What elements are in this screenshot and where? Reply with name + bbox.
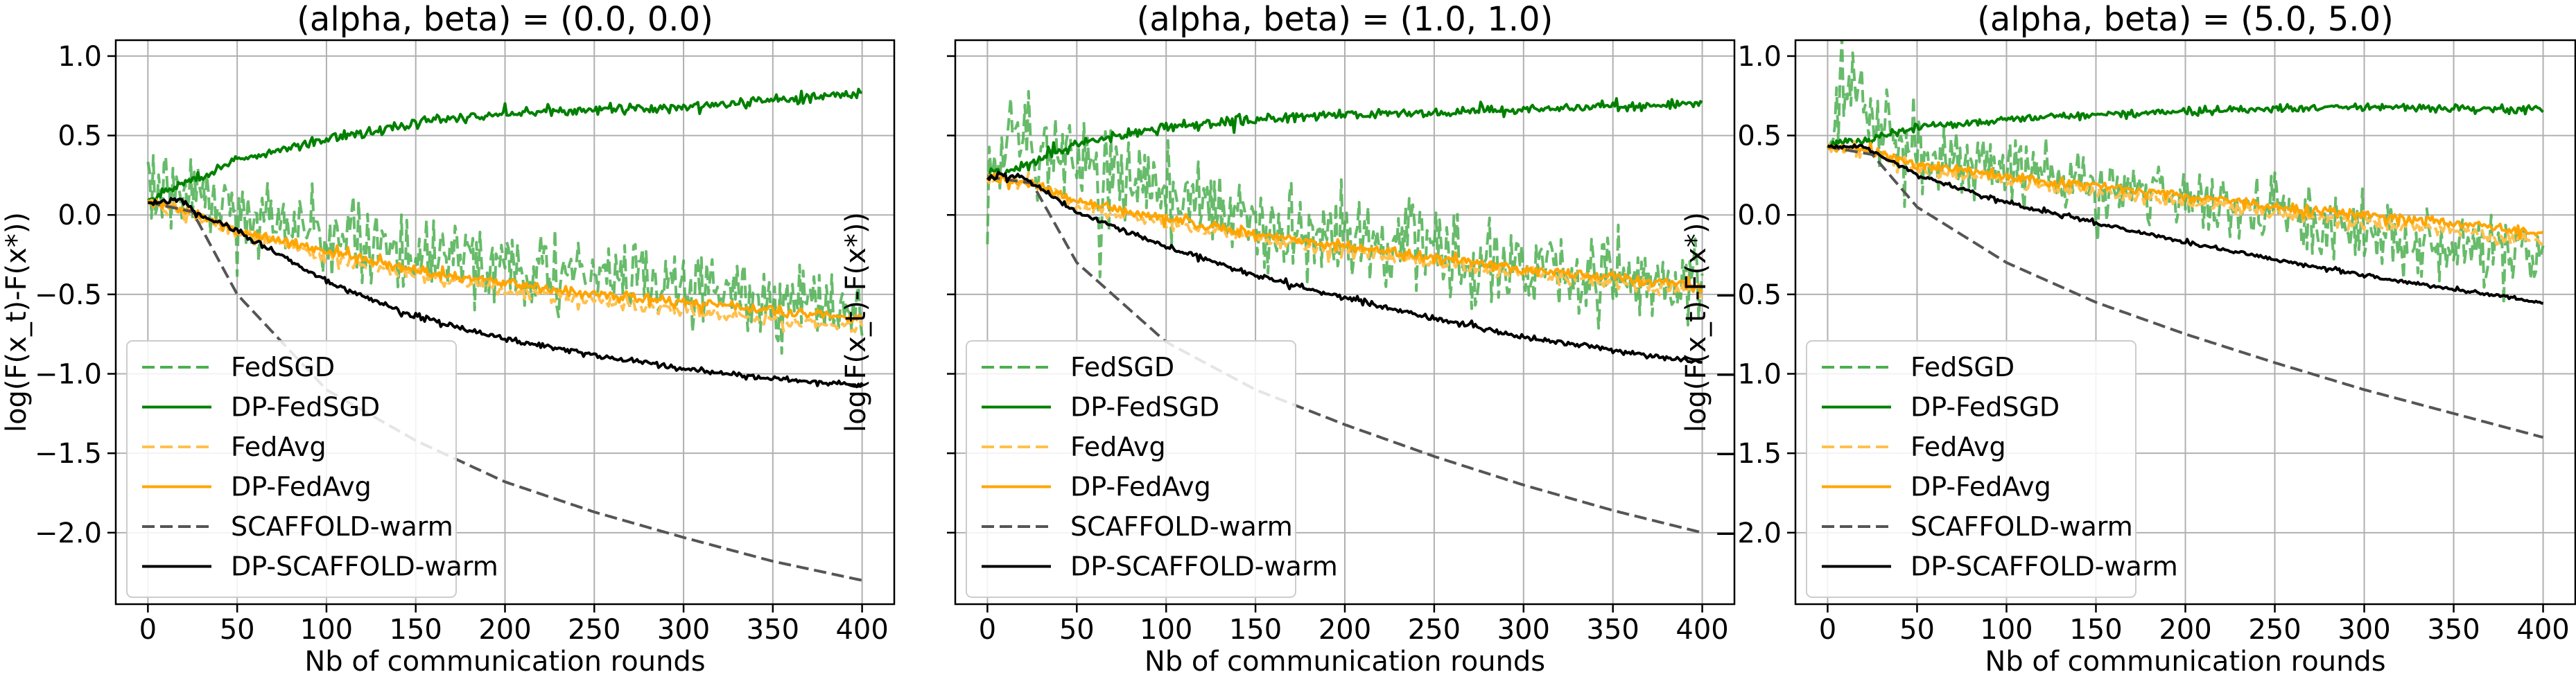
y-tick-label: −0.5 — [1714, 279, 1782, 311]
panel-title: (alpha, beta) = (5.0, 5.0) — [1977, 0, 2394, 39]
x-tick-label: 150 — [390, 614, 442, 646]
x-axis-label: Nb of communication rounds — [1145, 646, 1545, 678]
series-line-dp-fedsgd — [1826, 102, 2544, 150]
y-tick-label: 0.5 — [58, 121, 102, 152]
series-line-fedavg — [986, 171, 1703, 299]
legend-box — [966, 340, 1296, 598]
series-line-dp-scaffold-warm — [986, 170, 1703, 364]
x-tick-label: 150 — [2069, 614, 2122, 646]
legend-label: DP-SCAFFOLD-warm — [231, 552, 498, 582]
legend-label: FedAvg — [231, 432, 327, 462]
x-tick-label: 300 — [2338, 614, 2390, 646]
x-tick-label: 100 — [1980, 614, 2033, 646]
x-tick-label: 400 — [835, 614, 888, 646]
y-tick-label: −2.0 — [1714, 518, 1782, 549]
x-tick-label: 50 — [220, 614, 255, 646]
y-axis-label: log(F(x_t)-F(x*)) — [840, 212, 872, 432]
x-tick-label: 300 — [657, 614, 710, 646]
x-tick-label: 350 — [1587, 614, 1639, 646]
x-tick-label: 350 — [2427, 614, 2480, 646]
legend: FedSGD DP-FedSGD FedAvg DP-FedAvg SCAFFOLD-w… — [126, 340, 498, 598]
x-tick-label: 50 — [1059, 614, 1095, 646]
series-line-dp-fedsgd — [147, 87, 862, 203]
legend-label: SCAFFOLD-warm — [1911, 511, 2133, 542]
legend-box — [1806, 340, 2136, 598]
legend: FedSGD DP-FedSGD FedAvg DP-FedAvg SCAFFOLD-w… — [966, 340, 1338, 598]
legend-label: DP-FedAvg — [231, 472, 372, 502]
y-axis-label: log(F(x_t)-F(x*)) — [1, 212, 33, 432]
series-line-fedsgd — [986, 89, 1704, 330]
series-group — [1826, 40, 2545, 439]
x-tick-label: 400 — [2516, 614, 2569, 646]
legend-label: DP-FedAvg — [1911, 472, 2051, 502]
x-tick-label: 400 — [1676, 614, 1728, 646]
series-line-scaffold-warm — [987, 175, 1703, 534]
legend-label: FedAvg — [1911, 432, 2006, 462]
series-line-dp-fedavg — [986, 172, 1704, 294]
legend-label: DP-FedSGD — [1070, 392, 1219, 423]
x-tick-label: 200 — [2159, 614, 2211, 646]
y-tick-label: 1.0 — [58, 41, 102, 73]
series-group — [986, 89, 1704, 534]
x-tick-label: 0 — [1819, 614, 1836, 646]
x-tick-label: 0 — [979, 614, 996, 646]
panel-2: 0 50 100 150 200 250 300 350 400 (alpha, beta) = … — [840, 0, 1736, 678]
legend-label: FedSGD — [1070, 352, 1174, 382]
legend-label: FedSGD — [1911, 352, 2014, 382]
y-tick-label: 0.5 — [1737, 121, 1782, 152]
y-tick-label: 1.0 — [1737, 41, 1782, 73]
x-tick-label: 300 — [1497, 614, 1550, 646]
series-line-dp-fedsgd — [986, 97, 1703, 178]
y-tick-label: −1.0 — [1714, 359, 1782, 391]
y-tick-label: −1.5 — [1714, 438, 1782, 470]
series-line-scaffold-warm — [1827, 145, 2544, 439]
y-tick-label: 0.0 — [1737, 200, 1782, 231]
x-tick-label: 250 — [1408, 614, 1461, 646]
y-axis-label: log(F(x_t)-F(x*)) — [1680, 212, 1712, 432]
y-tick-label: −1.5 — [35, 438, 102, 470]
legend-label: DP-FedSGD — [1911, 392, 2060, 423]
series-line-dp-scaffold-warm — [148, 197, 864, 389]
y-tick-label: 0.0 — [58, 200, 102, 231]
x-tick-label: 200 — [1319, 614, 1371, 646]
x-tick-label: 50 — [1899, 614, 1935, 646]
x-tick-label: 100 — [1140, 614, 1192, 646]
legend-label: SCAFFOLD-warm — [1070, 511, 1293, 542]
x-tick-label: 100 — [300, 614, 353, 646]
y-tick-label: −1.0 — [35, 359, 102, 391]
series-line-scaffold-warm — [148, 200, 862, 582]
y-tick-label: −2.0 — [35, 518, 102, 549]
legend: FedSGD DP-FedSGD FedAvg DP-FedAvg SCAFFOLD-w… — [1806, 340, 2178, 598]
x-tick-label: 0 — [139, 614, 157, 646]
x-tick-label: 150 — [1229, 614, 1282, 646]
legend-label: DP-FedAvg — [1070, 472, 1211, 502]
panel-title: (alpha, beta) = (1.0, 1.0) — [1137, 0, 1554, 39]
x-tick-label: 250 — [2248, 614, 2301, 646]
panel-title: (alpha, beta) = (0.0, 0.0) — [297, 0, 713, 39]
legend-label: DP-FedSGD — [231, 392, 380, 423]
series-line-fedsgd — [1827, 40, 2545, 306]
panel-3: 0 50 100 150 200 250 300 350 400 1.0 0.5 0.0 −0.5 −1.… — [1680, 0, 2576, 678]
series-line-dp-scaffold-warm — [1827, 143, 2544, 305]
x-tick-label: 250 — [568, 614, 620, 646]
x-axis-label: Nb of communication rounds — [304, 646, 705, 678]
legend-label: FedAvg — [1070, 432, 1166, 462]
x-tick-label: 350 — [747, 614, 799, 646]
series-line-dp-fedavg — [1826, 141, 2544, 240]
legend-box — [126, 340, 457, 598]
legend-label: FedSGD — [231, 352, 335, 382]
legend-label: SCAFFOLD-warm — [231, 511, 453, 542]
series-line-fedsgd — [146, 154, 864, 355]
series-group — [146, 87, 864, 582]
legend-label: DP-SCAFFOLD-warm — [1070, 552, 1338, 582]
panel-1: 0 50 100 150 200 250 300 350 400 1.0 0.5 0.0 −0.5 −1.… — [1, 0, 896, 678]
x-axis-label: Nb of communication rounds — [1985, 646, 2385, 678]
series-line-dp-fedavg — [146, 198, 864, 324]
series-line-fedavg — [1827, 140, 2545, 246]
x-tick-label: 200 — [478, 614, 531, 646]
legend-label: DP-SCAFFOLD-warm — [1911, 552, 2178, 582]
y-tick-label: −0.5 — [35, 279, 102, 311]
